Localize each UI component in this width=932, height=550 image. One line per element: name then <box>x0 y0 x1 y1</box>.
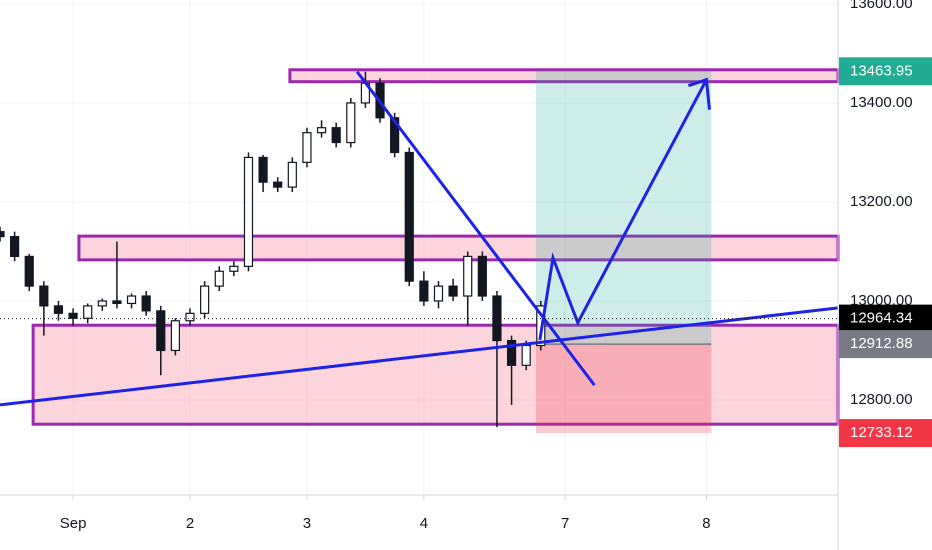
price-label-box <box>839 419 932 448</box>
candle-body <box>68 312 78 319</box>
candle-body <box>302 132 312 163</box>
candle-body <box>214 270 224 287</box>
x-tick-label: 3 <box>303 515 311 532</box>
candle-body <box>10 236 20 258</box>
candle-body <box>273 181 283 188</box>
y-tick-label: 13600.00 <box>850 0 913 12</box>
candle-body <box>0 231 5 238</box>
zone <box>77 234 840 262</box>
candle-body <box>97 300 107 307</box>
candle-body <box>448 285 458 297</box>
candle-body <box>39 285 49 307</box>
candle-body <box>243 156 254 267</box>
candle-body <box>24 255 34 287</box>
price-label: 13463.95 <box>850 62 913 79</box>
candle-body <box>53 305 64 314</box>
trend-line <box>0 306 839 407</box>
x-tick-label: 4 <box>420 515 428 532</box>
price-label-box <box>839 57 932 86</box>
candle-body <box>200 285 210 314</box>
candle-body <box>506 339 517 366</box>
arrow-head <box>687 77 711 110</box>
candle-body <box>477 255 487 297</box>
candle-body <box>83 305 93 319</box>
candle-body <box>463 255 473 297</box>
candle-body <box>112 300 122 305</box>
candle-body <box>346 102 356 144</box>
price-label-box <box>839 304 932 333</box>
price-label: 12964.34 <box>850 310 913 327</box>
y-tick-label: 12800.00 <box>850 391 913 408</box>
candle-body <box>419 280 429 302</box>
target-area <box>535 71 712 345</box>
candle-body <box>156 310 166 352</box>
candle-body <box>126 295 137 305</box>
candle-body <box>404 151 414 282</box>
candle-body <box>185 312 195 322</box>
x-tick-label: Sep <box>60 515 87 532</box>
candle-body <box>390 117 400 154</box>
trend-line <box>355 70 596 387</box>
candle-body <box>229 265 239 272</box>
candle-body <box>141 295 151 312</box>
candle-body <box>316 127 327 134</box>
x-tick-label: 7 <box>561 515 569 532</box>
candle-body <box>287 161 297 188</box>
price-label: 12912.88 <box>850 335 913 352</box>
candle-body <box>331 127 341 144</box>
y-tick-label: 13200.00 <box>850 193 913 210</box>
candle-body <box>258 156 268 183</box>
x-tick-label: 2 <box>186 515 194 532</box>
x-tick-label: 8 <box>702 515 710 532</box>
price-label-box <box>839 330 932 359</box>
y-tick-label: 13400.00 <box>850 94 913 111</box>
zone <box>31 323 840 426</box>
stop-area <box>535 344 712 434</box>
candle-body <box>170 320 180 352</box>
candle-body <box>433 285 444 302</box>
candle-body <box>521 344 531 366</box>
price-label: 12733.12 <box>850 424 913 441</box>
trend-line <box>538 78 708 341</box>
